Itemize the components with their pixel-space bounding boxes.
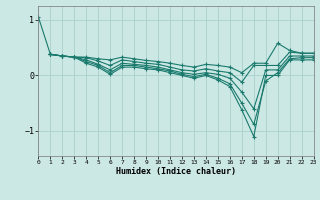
X-axis label: Humidex (Indice chaleur): Humidex (Indice chaleur) bbox=[116, 167, 236, 176]
